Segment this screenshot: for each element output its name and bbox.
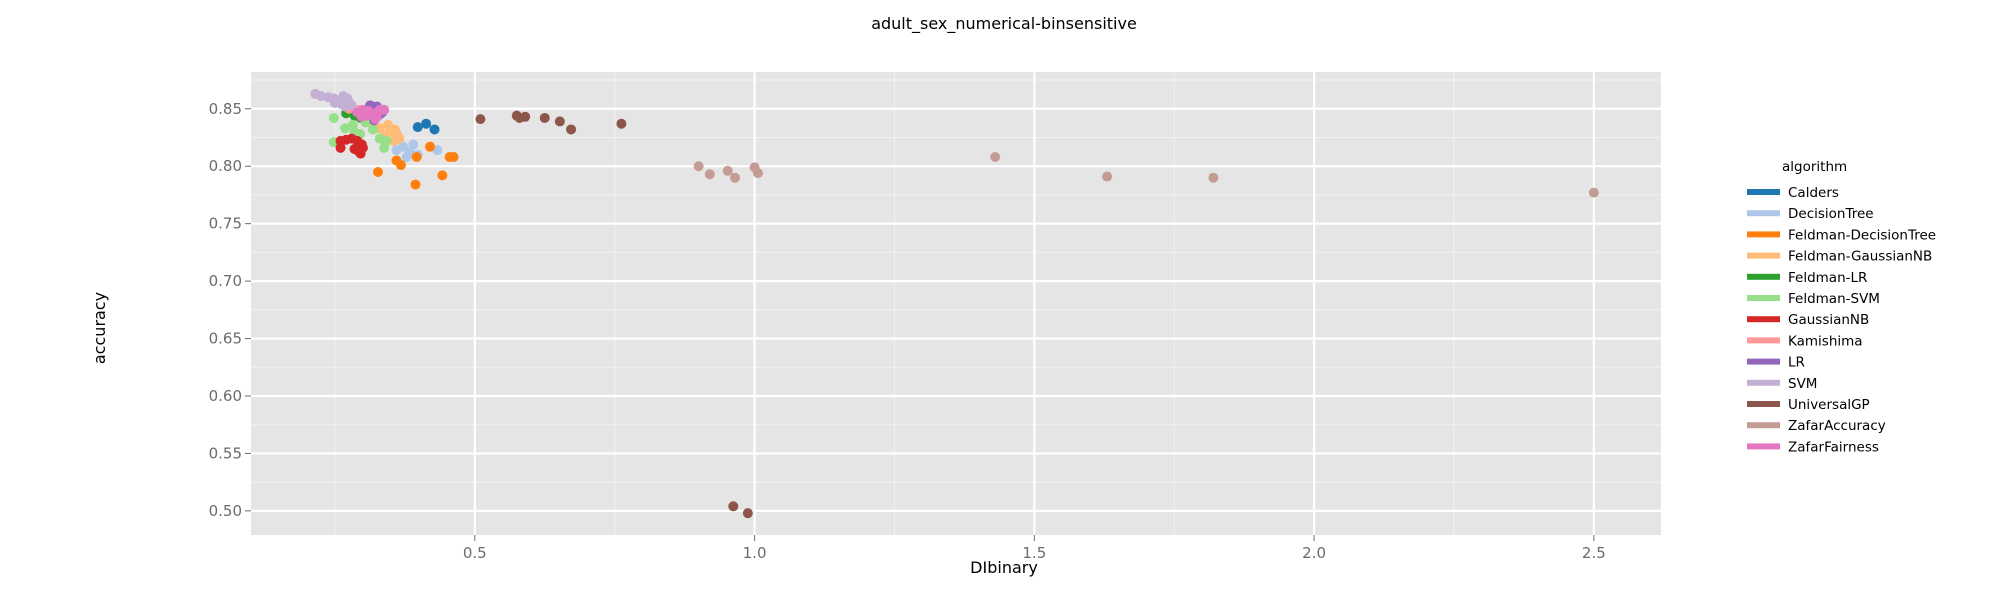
legend-swatch-gaussiannb (1747, 316, 1780, 323)
point-decisiontree (398, 141, 409, 152)
point-zafarfairness (356, 111, 367, 122)
y-axis-title: accuracy (90, 292, 109, 364)
point-universalgp (475, 114, 486, 125)
legend-swatch-decisiontree (1747, 210, 1780, 217)
point-feldman-gaussiannb (384, 126, 395, 137)
legend-swatch-zafarfairness (1747, 443, 1780, 450)
y-tick-label: 0.55 (209, 444, 242, 462)
legend-label-calders: Calders (1788, 185, 1839, 201)
legend-label-svm: SVM (1788, 376, 1817, 392)
legend: algorithm Calders DecisionTree Feldman-Dec… (1747, 159, 1936, 455)
minor-gridlines (251, 72, 1661, 535)
point-zafaraccuracy (704, 169, 715, 180)
point-feldman-decisiontree (448, 152, 459, 163)
legend-label-zafaraccuracy: ZafarAccuracy (1788, 418, 1886, 434)
point-universalgp (566, 124, 577, 135)
data-points (310, 88, 1599, 519)
point-decisiontree (408, 139, 419, 150)
legend-label-gaussiannb: GaussianNB (1788, 312, 1869, 328)
point-zafarfairness (379, 104, 390, 115)
y-tick-label: 0.60 (209, 387, 242, 405)
legend-swatch-feldman-lr (1747, 273, 1780, 280)
x-tick-label: 1.0 (743, 544, 767, 562)
point-calders (429, 124, 440, 135)
legend-swatch-feldman-gaussiannb (1747, 252, 1780, 259)
point-svm (346, 100, 357, 111)
legend-swatch-feldman-decisiontree (1747, 231, 1780, 238)
y-tick-label: 0.50 (209, 502, 242, 520)
point-universalgp (742, 508, 753, 519)
point-universalgp (539, 112, 550, 123)
point-feldman-svm (340, 123, 350, 134)
point-zafaraccuracy (990, 152, 1001, 163)
legend-label-lr: LR (1788, 355, 1805, 371)
point-zafaraccuracy (752, 168, 763, 179)
x-tick-label: 0.5 (463, 544, 487, 562)
point-gaussiannb (357, 142, 368, 153)
legend-label-decisiontree: DecisionTree (1788, 206, 1874, 222)
y-tick-label: 0.85 (209, 100, 242, 118)
legend-swatch-svm (1747, 379, 1780, 386)
major-gridlines (251, 72, 1661, 535)
x-tick-label: 2.5 (1582, 544, 1606, 562)
x-axis-ticks: 0.5 1.0 1.5 2.0 2.5 (463, 535, 1606, 562)
legend-title: algorithm (1782, 159, 1847, 175)
legend-swatch-zafaraccuracy (1747, 422, 1780, 429)
point-feldman-decisiontree (411, 152, 422, 163)
point-feldman-svm (328, 112, 339, 123)
chart-title: adult_sex_numerical-binsensitive (871, 14, 1137, 34)
point-universalgp (520, 111, 531, 122)
legend-swatch-feldman-svm (1747, 295, 1780, 301)
x-tick-label: 1.5 (1022, 544, 1046, 562)
y-axis-ticks: 0.50 0.55 0.60 0.65 0.70 0.75 0.80 0.85 (209, 100, 251, 520)
point-svm (329, 98, 340, 109)
y-tick-label: 0.65 (209, 330, 242, 348)
legend-label-feldman-decisiontree: Feldman-DecisionTree (1788, 227, 1936, 243)
point-zafaraccuracy (722, 165, 733, 176)
point-zafarfairness (370, 114, 381, 125)
point-feldman-gaussiannb (394, 133, 405, 144)
legend-label-zafarfairness: ZafarFairness (1788, 439, 1879, 455)
point-zafaraccuracy (1102, 171, 1113, 182)
x-axis-title: DIbinary (970, 558, 1038, 577)
legend-swatch-universalgp (1747, 401, 1780, 407)
legend-label-feldman-lr: Feldman-LR (1788, 270, 1867, 286)
y-tick-label: 0.70 (209, 272, 242, 290)
legend-label-feldman-svm: Feldman-SVM (1788, 291, 1880, 307)
point-feldman-svm (379, 142, 390, 153)
legend-swatch-kamishima (1747, 337, 1780, 344)
y-tick-label: 0.75 (209, 215, 242, 233)
point-universalgp (554, 116, 565, 127)
point-zafaraccuracy (1588, 187, 1599, 198)
legend-label-kamishima: Kamishima (1788, 333, 1863, 349)
legend-label-feldman-gaussiannb: Feldman-GaussianNB (1788, 249, 1932, 265)
point-zafaraccuracy (729, 172, 740, 183)
point-calders (421, 118, 432, 129)
legend-swatch-lr (1747, 358, 1780, 365)
x-tick-label: 2.0 (1302, 544, 1326, 562)
point-calders (412, 122, 423, 133)
point-zafaraccuracy (1208, 172, 1219, 183)
point-feldman-decisiontree (395, 160, 406, 171)
legend-label-universalgp: UniversalGP (1788, 397, 1870, 413)
point-feldman-decisiontree (373, 166, 384, 177)
point-feldman-decisiontree (437, 170, 448, 181)
point-decisiontree (401, 152, 412, 163)
point-universalgp (728, 501, 739, 512)
point-universalgp (616, 118, 627, 129)
y-tick-label: 0.80 (209, 157, 242, 175)
point-zafaraccuracy (693, 161, 704, 172)
point-gaussiannb (335, 142, 346, 153)
point-feldman-decisiontree (425, 141, 436, 152)
plot-background (251, 72, 1661, 535)
point-feldman-svm (367, 124, 378, 135)
legend-swatch-calders (1747, 189, 1780, 195)
point-feldman-decisiontree (410, 179, 421, 190)
